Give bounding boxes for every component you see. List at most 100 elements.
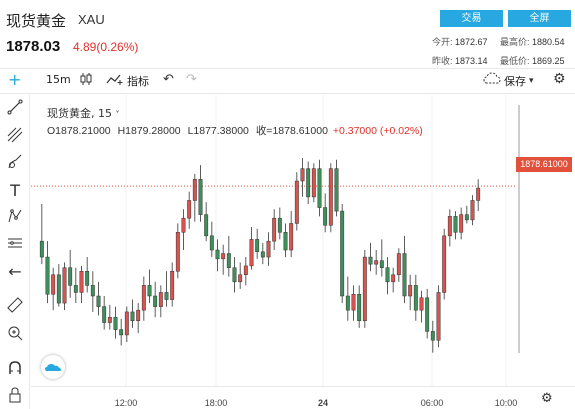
candle[interactable] — [175, 223, 180, 279]
candle[interactable] — [85, 257, 90, 293]
candle[interactable] — [90, 271, 95, 312]
candle[interactable] — [39, 204, 44, 265]
candlestick-chart[interactable] — [31, 95, 575, 409]
candle[interactable] — [181, 209, 186, 250]
candle[interactable] — [243, 257, 248, 286]
candle[interactable] — [430, 320, 435, 353]
fullscreen-button[interactable]: 全屏 — [508, 10, 571, 27]
candle[interactable] — [136, 303, 141, 334]
candle[interactable] — [56, 264, 61, 307]
candle[interactable] — [204, 202, 209, 242]
trend-line-icon[interactable] — [5, 99, 25, 119]
candle[interactable] — [317, 159, 322, 217]
candle[interactable] — [476, 179, 481, 212]
candle[interactable] — [470, 195, 475, 226]
candle[interactable] — [453, 211, 458, 240]
lock-icon[interactable] — [5, 387, 25, 407]
candle[interactable] — [306, 161, 311, 204]
candle[interactable] — [323, 193, 328, 233]
candle[interactable] — [113, 306, 118, 339]
candle[interactable] — [294, 172, 299, 231]
candle[interactable] — [300, 158, 305, 197]
magnet-icon[interactable] — [5, 360, 25, 380]
candle[interactable] — [425, 288, 430, 339]
fib-tool-icon[interactable] — [5, 127, 25, 147]
zoom-in-icon[interactable] — [5, 325, 25, 345]
candle[interactable] — [249, 227, 254, 270]
candle[interactable] — [238, 262, 243, 289]
tradingview-logo-button[interactable] — [41, 355, 65, 379]
trade-button[interactable]: 交易 — [440, 10, 503, 27]
candle[interactable] — [187, 191, 192, 229]
candle[interactable] — [379, 239, 384, 277]
candle[interactable] — [260, 242, 265, 265]
candle[interactable] — [62, 262, 67, 311]
candlestick-type-icon[interactable] — [80, 72, 92, 90]
candle[interactable] — [277, 207, 282, 240]
candle[interactable] — [198, 165, 203, 222]
candle[interactable] — [413, 274, 418, 321]
candle[interactable] — [362, 250, 367, 328]
candle[interactable] — [124, 306, 129, 342]
settings-gear-icon[interactable]: ⚙ — [553, 71, 566, 87]
candle[interactable] — [215, 239, 220, 272]
candle[interactable] — [340, 204, 345, 304]
chevron-down-icon[interactable]: ▾ — [529, 76, 534, 86]
candle[interactable] — [374, 250, 379, 275]
pattern-tool-icon[interactable] — [5, 208, 25, 228]
candle[interactable] — [45, 241, 50, 304]
candle[interactable] — [170, 262, 175, 307]
save-button[interactable]: 保存 — [504, 75, 526, 88]
candle[interactable] — [345, 276, 350, 321]
time-axis[interactable] — [31, 386, 575, 409]
chevron-down-icon[interactable]: ˅ — [115, 110, 120, 119]
indicators-button[interactable]: 指标 — [127, 75, 149, 88]
candle[interactable] — [96, 281, 101, 316]
brush-icon[interactable] — [5, 154, 25, 174]
candle[interactable] — [272, 209, 277, 250]
candle[interactable] — [311, 163, 316, 203]
candle[interactable] — [464, 205, 469, 224]
cloud-save-icon[interactable] — [483, 72, 501, 89]
candle[interactable] — [447, 209, 452, 247]
candle[interactable] — [255, 228, 260, 259]
candle[interactable] — [289, 211, 294, 258]
candle[interactable] — [153, 281, 158, 318]
candle[interactable] — [419, 290, 424, 323]
candle[interactable] — [334, 159, 339, 217]
candle[interactable] — [396, 248, 401, 282]
candle[interactable] — [459, 207, 464, 240]
candle[interactable] — [192, 173, 197, 222]
interval-selector[interactable]: 15m — [46, 73, 71, 86]
candle[interactable] — [391, 267, 396, 293]
indicators-icon[interactable] — [106, 72, 124, 90]
candle[interactable] — [402, 235, 407, 304]
candle[interactable] — [51, 267, 56, 311]
text-tool-icon[interactable]: T — [10, 181, 20, 200]
candle[interactable] — [232, 257, 237, 293]
candle[interactable] — [368, 242, 373, 272]
candle[interactable] — [436, 285, 441, 348]
redo-icon[interactable]: ↷ — [186, 72, 197, 87]
candle[interactable] — [102, 296, 107, 330]
candle[interactable] — [328, 163, 333, 233]
measure-lines-icon[interactable] — [5, 235, 25, 255]
undo-icon[interactable]: ↶ — [163, 72, 174, 87]
candle[interactable] — [79, 265, 84, 304]
candle[interactable] — [158, 285, 163, 318]
chart-area[interactable] — [31, 95, 575, 409]
candle[interactable] — [351, 285, 356, 321]
candle[interactable] — [164, 271, 169, 307]
back-arrow-icon[interactable]: ← — [8, 262, 22, 281]
candle[interactable] — [385, 257, 390, 295]
ruler-icon[interactable] — [5, 297, 25, 317]
crosshair-icon[interactable]: + — [8, 70, 22, 89]
candle[interactable] — [266, 232, 271, 266]
candle[interactable] — [221, 244, 226, 275]
candle[interactable] — [68, 250, 73, 298]
candle[interactable] — [107, 304, 112, 330]
candle[interactable] — [147, 269, 152, 304]
candle[interactable] — [141, 276, 146, 321]
candle[interactable] — [357, 285, 362, 328]
candle[interactable] — [73, 267, 78, 304]
